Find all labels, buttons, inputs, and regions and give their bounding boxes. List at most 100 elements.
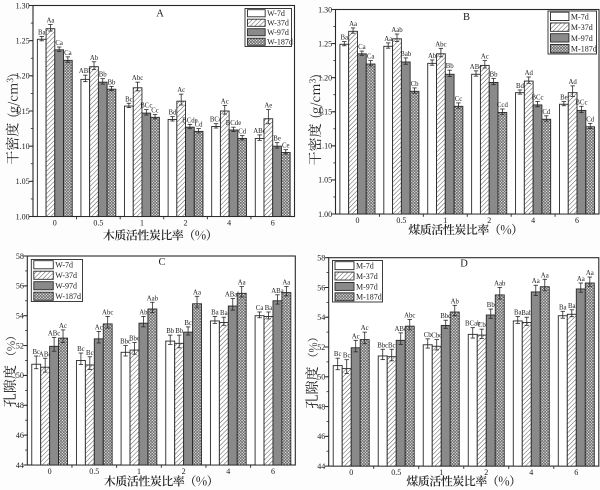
svg-text:Bc: Bc [77,346,85,353]
svg-text:Bc: Bc [334,351,342,358]
svg-text:BCde: BCde [226,120,241,127]
svg-text:W-37d: W-37d [55,271,77,280]
svg-text:1: 1 [443,216,447,225]
svg-text:6: 6 [575,216,579,225]
svg-text:Aab: Aab [147,295,159,302]
svg-text:Ca: Ca [64,50,72,57]
svg-text:48: 48 [317,402,325,411]
svg-text:Ca: Ca [256,305,264,312]
svg-text:M-7d: M-7d [571,12,589,21]
svg-text:0: 0 [48,467,52,476]
svg-text:Bb: Bb [487,302,496,309]
svg-text:1.10: 1.10 [16,142,30,151]
svg-text:Be: Be [273,136,281,143]
svg-text:B: B [463,12,470,23]
svg-text:0.5: 0.5 [391,468,401,477]
svg-text:1.05: 1.05 [318,176,332,185]
svg-text:W-187d: W-187d [55,292,81,301]
svg-text:Ca: Ca [55,40,63,47]
svg-text:52: 52 [317,343,325,352]
svg-text:0: 0 [349,468,353,477]
svg-text:M-97d: M-97d [356,282,378,291]
svg-text:M-7d: M-7d [356,262,374,271]
svg-text:Ac: Ac [361,325,369,332]
svg-text:Bbc: Bbc [129,336,140,343]
svg-text:46: 46 [317,432,325,441]
svg-text:2: 2 [184,219,188,228]
svg-text:44: 44 [317,462,325,471]
svg-text:ABd: ABd [253,128,266,135]
svg-text:54: 54 [317,313,325,322]
svg-text:Ac: Ac [177,87,185,94]
svg-text:0: 0 [355,216,359,225]
svg-text:Aa: Aa [193,289,201,296]
svg-text:Bb: Bb [446,63,455,70]
svg-text:Cb: Cb [411,81,420,88]
svg-text:1: 1 [439,468,443,477]
svg-text:BCc: BCc [575,99,587,106]
svg-text:Aa: Aa [577,276,585,283]
svg-text:Bb: Bb [107,79,116,86]
svg-text:ABc: ABc [394,326,406,333]
svg-text:BCc: BCc [140,103,152,110]
svg-text:Ccd: Ccd [497,102,509,109]
svg-text:0.5: 0.5 [89,467,99,476]
svg-text:Ba: Ba [514,310,522,317]
svg-text:Cb: Cb [424,332,433,339]
svg-text:1.30: 1.30 [16,1,30,10]
svg-text:Bbc: Bbc [440,313,451,320]
svg-text:Aa: Aa [541,272,549,279]
svg-text:Bc: Bc [32,349,40,356]
svg-text:C: C [158,257,165,268]
svg-text:W-187d: W-187d [267,38,293,47]
svg-text:Bb: Bb [490,71,499,78]
svg-text:4: 4 [529,468,533,477]
svg-text:Bb: Bb [175,328,184,335]
svg-text:1.05: 1.05 [16,177,30,186]
svg-text:ABc: ABc [39,351,51,358]
svg-text:1.20: 1.20 [16,72,30,81]
svg-text:Bab: Bab [400,51,412,58]
svg-text:Bbc: Bbc [120,339,131,346]
svg-text:Aa: Aa [384,36,392,43]
svg-text:Ac: Ac [481,54,489,61]
svg-text:1.20: 1.20 [318,73,332,82]
svg-text:ABc: ABc [48,330,60,337]
svg-text:ABb: ABb [79,68,92,75]
svg-text:Bd: Bd [516,83,525,90]
svg-text:Ca: Ca [358,44,366,51]
svg-text:6: 6 [271,219,275,228]
svg-text:Abc: Abc [404,312,415,319]
svg-text:Ae: Ae [264,103,272,110]
svg-text:Bab: Bab [521,310,533,317]
svg-text:W-7d: W-7d [267,9,285,18]
svg-text:Aa: Aa [46,17,54,24]
svg-text:Ad: Ad [525,70,534,77]
svg-text:58: 58 [16,252,24,261]
svg-text:48: 48 [16,401,24,410]
svg-text:BCab: BCab [465,321,481,328]
svg-text:Ce: Ce [282,143,290,150]
svg-text:Aa: Aa [349,21,357,28]
svg-text:Bb: Bb [99,72,108,79]
svg-text:Ba: Ba [340,35,348,42]
svg-text:Abc: Abc [132,75,143,82]
svg-text:2: 2 [487,216,491,225]
svg-text:Aa: Aa [238,280,246,287]
svg-text:1.25: 1.25 [16,36,30,45]
svg-text:56: 56 [317,283,325,292]
svg-text:A: A [156,9,164,20]
svg-text:BCc: BCc [531,95,543,102]
svg-text:Aab: Aab [494,280,506,287]
svg-text:BCde: BCde [182,117,197,124]
svg-text:50: 50 [317,373,325,382]
svg-text:Ab: Ab [428,53,437,60]
svg-text:6: 6 [271,467,275,476]
svg-text:Aa: Aa [282,280,290,287]
svg-text:56: 56 [16,282,24,291]
svg-text:Bd: Bd [169,110,178,117]
svg-text:6: 6 [574,468,578,477]
svg-text:Aa: Aa [532,278,540,285]
svg-text:Ac: Ac [59,323,67,330]
svg-text:M-187d: M-187d [571,45,597,54]
